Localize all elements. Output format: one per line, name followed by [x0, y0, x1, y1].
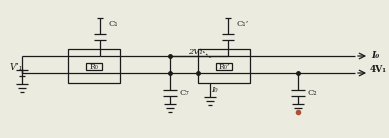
Text: C₇: C₇ — [180, 89, 190, 97]
Text: I₀: I₀ — [371, 51, 379, 60]
Bar — [68, 49, 120, 83]
Text: R₀: R₀ — [89, 63, 98, 71]
Text: 2V₁: 2V₁ — [188, 48, 203, 56]
Text: C₁: C₁ — [109, 20, 119, 28]
Bar — [198, 49, 250, 83]
Text: C₂: C₂ — [308, 89, 318, 97]
Text: I₀: I₀ — [211, 86, 217, 94]
Bar — [86, 63, 102, 70]
Text: V’₁: V’₁ — [10, 63, 23, 72]
Text: R₀’: R₀’ — [218, 63, 230, 71]
Text: C₁’: C₁’ — [237, 20, 249, 28]
Bar — [216, 63, 232, 70]
Text: 4V₁: 4V₁ — [370, 66, 387, 75]
